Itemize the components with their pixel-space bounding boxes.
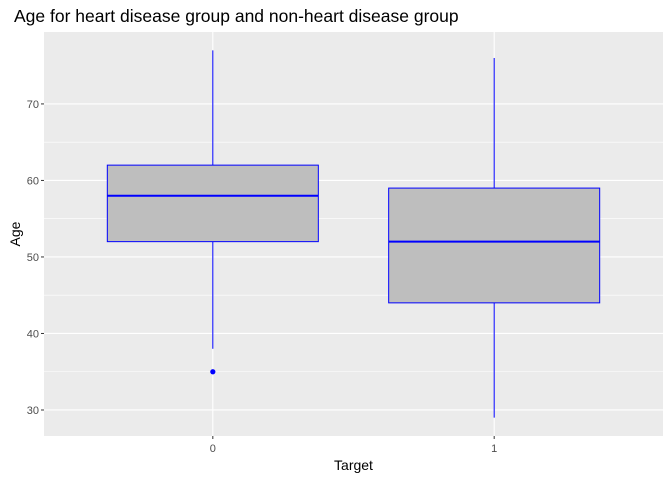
box-iqr — [388, 187, 601, 304]
x-tick-label: 0 — [210, 443, 216, 455]
x-axis-title: Target — [334, 457, 373, 473]
box-0 — [106, 50, 319, 375]
y-tick-label: 70 — [27, 99, 39, 111]
y-tick-label: 60 — [27, 175, 39, 187]
y-tick-label: 50 — [27, 252, 39, 264]
y-tick-label: 40 — [27, 328, 39, 340]
box-iqr — [106, 164, 319, 243]
boxes — [106, 50, 601, 418]
y-axis: 30 40 50 60 70 — [27, 99, 44, 417]
box-1 — [388, 58, 601, 418]
x-tick-label: 1 — [491, 443, 497, 455]
chart-title: Age for heart disease group and non-hear… — [14, 6, 459, 26]
y-tick-label: 30 — [27, 405, 39, 417]
y-axis-title: Age — [7, 221, 23, 246]
outlier-point — [210, 369, 216, 375]
